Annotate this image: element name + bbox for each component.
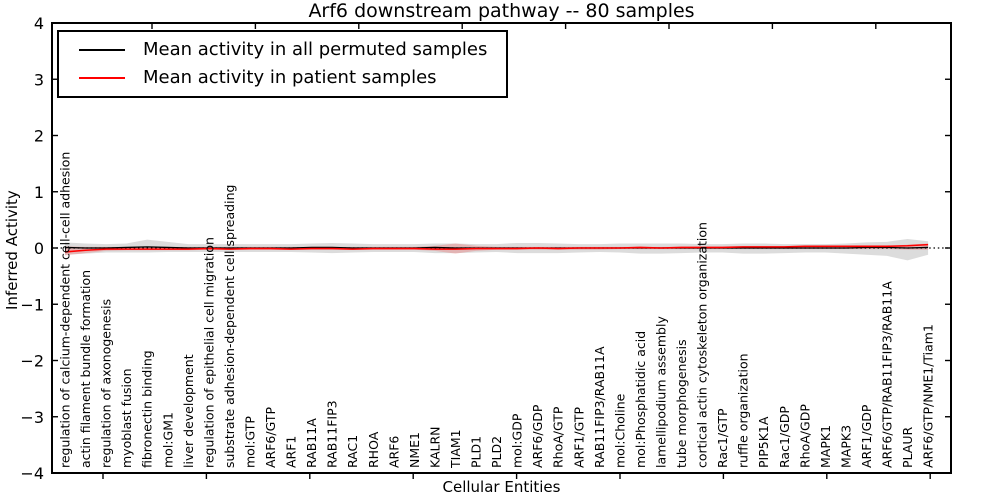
x-tick-label: regulation of axonogenesis (99, 299, 114, 468)
x-tick-label: liver development (181, 354, 196, 468)
x-tick-label: PLD2 (489, 436, 504, 468)
patient-band (65, 243, 929, 256)
x-tick-label: ARF6/GTP (263, 407, 278, 468)
x-tick-label: RAB11FIP3 (325, 400, 340, 468)
x-tick-label: cortical actin cytoskeleton organization (695, 222, 710, 468)
y-tick-label: 3 (34, 70, 44, 89)
x-tick-label: PLAUR (900, 427, 915, 468)
x-tick-label: Rac1/GTP (715, 408, 730, 468)
x-tick-label: Rac1/GDP (777, 406, 792, 468)
x-tick-label: RHOA (366, 431, 381, 468)
y-tick-label: 1 (34, 183, 44, 202)
y-tick-label: 0 (34, 239, 44, 258)
x-tick-label: RhoA/GTP (551, 406, 566, 468)
x-tick-label: mol:Choline (612, 393, 627, 468)
legend-item: Mean activity in patient samples (79, 68, 506, 88)
legend-line-sample-permuted (79, 49, 125, 52)
x-tick-label: ARF6/GTP/NME1/Tiam1 (921, 324, 936, 468)
x-tick-label: actin filament bundle formation (78, 270, 93, 468)
x-tick-label: RAB11FIP3/RAB11A (592, 346, 607, 468)
x-tick-label: mol:GDP (510, 413, 525, 468)
x-tick-label: MAPK3 (838, 425, 853, 468)
x-tick-label: regulation of epithelial cell migration (201, 237, 216, 468)
x-tick-label: fibronectin binding (140, 350, 155, 468)
legend-label: Mean activity in patient samples (143, 67, 437, 89)
x-tick-label: tube morphogenesis (674, 339, 689, 468)
x-axis-label: Cellular Entities (442, 478, 561, 496)
x-tick-label: ARF1 (284, 436, 299, 468)
patient-mean-line (64, 243, 929, 253)
legend-item: Mean activity in all permuted samples (79, 40, 506, 60)
legend-line-sample-patient (79, 76, 125, 79)
x-tick-label: ARF1/GTP (571, 407, 586, 468)
y-tick-label: −4 (20, 464, 44, 483)
y-tick-label: −3 (20, 408, 44, 427)
x-tick-label: ARF6 (386, 436, 401, 468)
x-tick-label: MAPK1 (818, 425, 833, 468)
x-tick-label: RAB11A (304, 418, 319, 468)
chart-title: Arf6 downstream pathway -- 80 samples (308, 0, 695, 22)
x-tick-label: NME1 (407, 432, 422, 468)
x-tick-label: mol:Phosphatidic acid (633, 331, 648, 468)
x-tick-label: myoblast fusion (119, 368, 134, 468)
x-tick-label: regulation of calcium-dependent cell-cel… (58, 152, 73, 468)
legend: Mean activity in all permuted samples Me… (57, 30, 508, 98)
y-tick-label: −2 (20, 352, 44, 371)
y-tick-label: 2 (34, 127, 44, 146)
x-tick-label: PLD1 (469, 436, 484, 468)
x-tick-label: ruffle organization (736, 353, 751, 468)
x-tick-label: ARF6/GDP (530, 404, 545, 468)
x-tick-label: substrate adhesion-dependent cell spread… (222, 185, 237, 468)
y-tick-label: −1 (20, 295, 44, 314)
x-tick-label: mol:GTP (242, 416, 257, 468)
x-tick-label: mol:GM1 (160, 412, 175, 468)
x-tick-label: TIAM1 (448, 429, 463, 469)
x-tick-label: RAC1 (345, 435, 360, 468)
x-tick-label: ARF1/GDP (859, 404, 874, 468)
permuted-band (65, 239, 929, 261)
y-tick-label: 4 (34, 14, 44, 33)
legend-label: Mean activity in all permuted samples (143, 39, 488, 61)
x-tick-label: ARF6/GTP/RAB11FIP3/RAB11A (880, 281, 895, 468)
x-tick-label: PIP5K1A (756, 416, 771, 468)
x-tick-label: RhoA/GDP (797, 404, 812, 468)
x-tick-label: KALRN (427, 426, 442, 468)
y-axis-label: Inferred Activity (3, 190, 21, 311)
x-tick-label: lamellipodium assembly (653, 316, 668, 468)
axes-frame (51, 22, 952, 474)
